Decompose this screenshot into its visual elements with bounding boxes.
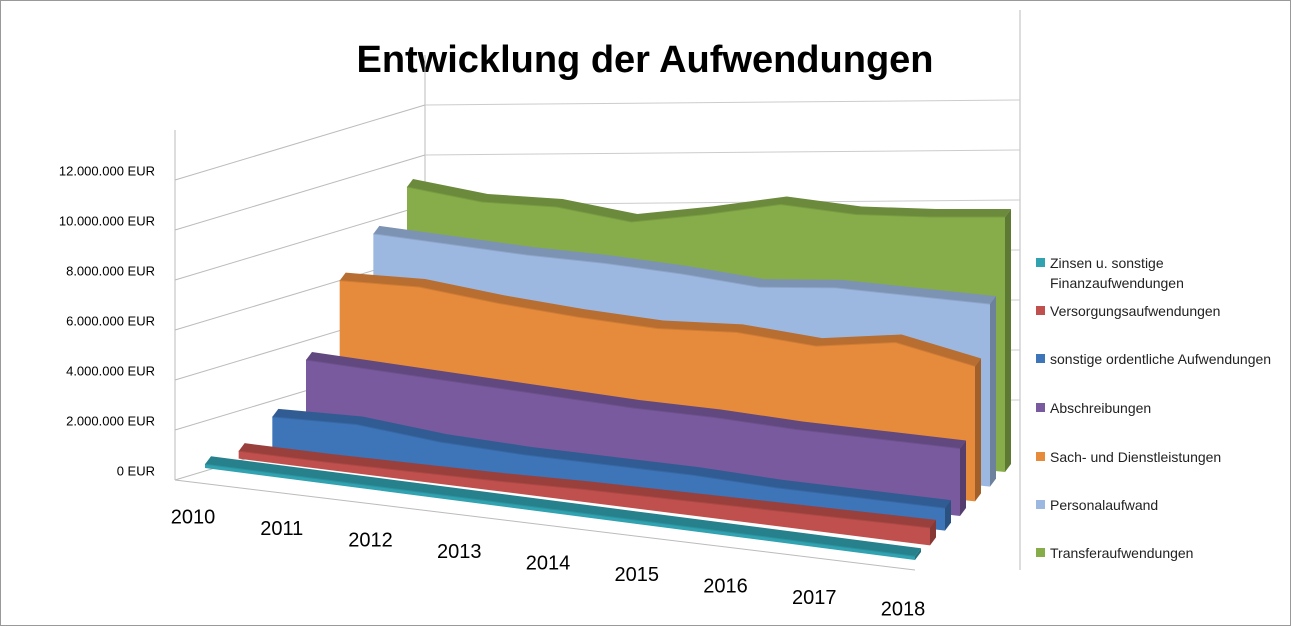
- legend-item: Sach- und Dienstleistungen: [1036, 447, 1285, 467]
- y-tick-label: 8.000.000 EUR: [66, 263, 155, 278]
- area-side: [930, 519, 936, 546]
- x-tick-label: 2017: [792, 587, 837, 609]
- y-tick-label: 10.000.000 EUR: [59, 213, 155, 228]
- x-tick-label: 2016: [703, 575, 748, 597]
- legend-label: Personalaufwand: [1050, 497, 1159, 513]
- area-fill: [306, 360, 960, 516]
- x-tick-label: 2014: [526, 552, 571, 574]
- area-line: [305, 359, 961, 449]
- area-top: [238, 443, 936, 528]
- area-top: [339, 272, 982, 367]
- grid-line: [424, 99, 1021, 106]
- legend-item: Versorgungsaufwendungen: [1036, 301, 1285, 321]
- legend-label: Transferaufwendungen: [1050, 545, 1194, 561]
- x-tick-label: 2010: [171, 506, 216, 528]
- legend-swatch: [1036, 258, 1045, 267]
- area-line: [406, 186, 1005, 223]
- legend-item: Personalaufwand: [1036, 495, 1285, 515]
- legend-swatch: [1036, 403, 1045, 412]
- area-top: [306, 352, 966, 449]
- area-side: [990, 296, 996, 487]
- y-tick-label: 0 EUR: [117, 463, 155, 478]
- area-line: [272, 416, 946, 509]
- y-tick-label: 12.000.000 EUR: [59, 163, 155, 178]
- legend-label: Versorgungsaufwendungen: [1050, 303, 1221, 319]
- grid-line: [174, 104, 426, 181]
- area-line: [204, 463, 916, 557]
- chart-title: Entwicklung der Aufwendungen: [356, 39, 933, 81]
- legend-swatch: [1036, 500, 1045, 509]
- y-tick-label: 6.000.000 EUR: [66, 313, 155, 328]
- area-side: [960, 440, 966, 516]
- area-fill: [238, 451, 930, 546]
- x-tick-label: 2013: [437, 541, 482, 563]
- area-line: [373, 233, 991, 305]
- legend-swatch: [1036, 306, 1045, 315]
- y-tick-label: 2.000.000 EUR: [66, 413, 155, 428]
- legend-item: Abschreibungen: [1036, 398, 1285, 418]
- grid-line: [424, 149, 1021, 156]
- x-tick-label: 2012: [348, 529, 393, 551]
- legend-item: Transferaufwendungen: [1036, 543, 1285, 563]
- area-fill: [205, 464, 915, 560]
- area-top: [407, 179, 1011, 222]
- legend-label: Sach- und Dienstleistungen: [1050, 449, 1222, 465]
- x-tick-label: 2015: [615, 564, 660, 586]
- legend-label: sonstige ordentliche Aufwendungen: [1050, 351, 1272, 367]
- floor-edge: [174, 479, 916, 571]
- area-top: [373, 225, 996, 305]
- area-top: [272, 408, 951, 509]
- legend-swatch: [1036, 548, 1045, 557]
- area-side: [945, 500, 951, 531]
- area-line: [339, 280, 976, 367]
- legend-swatch: [1036, 452, 1045, 461]
- legend-item: sonstige ordentliche Aufwendungen: [1036, 349, 1285, 369]
- y-tick-label: 4.000.000 EUR: [66, 363, 155, 378]
- legend-item: Zinsen u. sonstige Finanzaufwendungen: [1036, 253, 1285, 293]
- grid-line: [174, 204, 426, 281]
- legend-label: Abschreibungen: [1050, 400, 1152, 416]
- x-tick-label: 2018: [881, 598, 926, 620]
- area-side: [975, 358, 981, 502]
- grid-line: [174, 154, 426, 231]
- area-side: [1005, 209, 1011, 472]
- area-side: [915, 548, 921, 560]
- area-line: [238, 450, 931, 529]
- legend-swatch: [1036, 354, 1045, 363]
- x-tick-label: 2011: [260, 518, 303, 540]
- area-top: [205, 456, 921, 557]
- legend-label: Zinsen u. sonstige Finanzaufwendungen: [1050, 255, 1184, 291]
